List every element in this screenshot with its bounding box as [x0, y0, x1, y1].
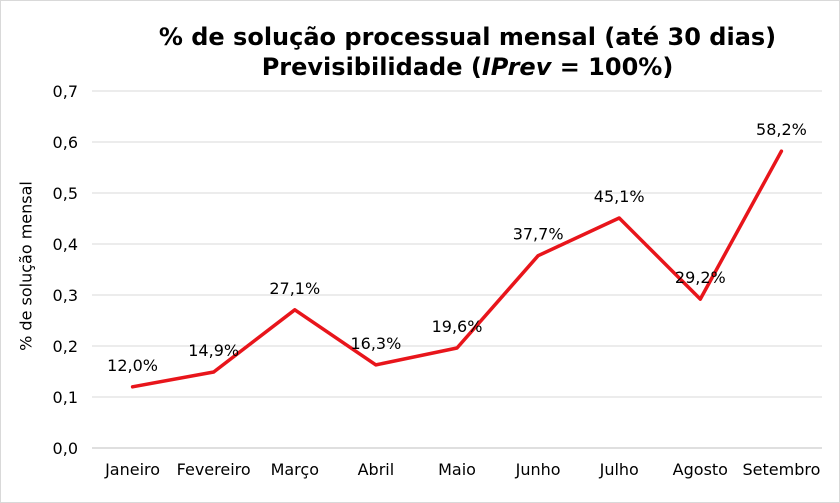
- data-point: [455, 346, 459, 350]
- data-point: [779, 149, 783, 153]
- y-tick-label: 0,3: [53, 286, 78, 305]
- x-tick-label: Março: [271, 460, 319, 479]
- y-tick-label: 0,5: [53, 184, 78, 203]
- x-tick-label: Fevereiro: [177, 460, 251, 479]
- data-label: 19,6%: [432, 317, 483, 336]
- data-label: 37,7%: [513, 225, 564, 244]
- title-line2-suffix: = 100%): [551, 53, 674, 81]
- y-tick-label: 0,6: [53, 133, 78, 152]
- x-tick-label: Janeiro: [104, 460, 160, 479]
- data-label: 58,2%: [756, 120, 807, 139]
- data-point: [617, 216, 621, 220]
- data-point: [293, 308, 297, 312]
- x-tick-label: Maio: [438, 460, 476, 479]
- chart-title-line1: % de solução processual mensal (até 30 d…: [158, 23, 777, 51]
- title-line2-prefix: Previsibilidade (: [261, 53, 482, 81]
- data-label: 16,3%: [350, 334, 401, 353]
- data-label: 12,0%: [107, 356, 158, 375]
- x-tick-label: Julho: [599, 460, 639, 479]
- x-tick-label: Abril: [358, 460, 395, 479]
- data-point: [212, 370, 216, 374]
- data-point: [698, 297, 702, 301]
- y-tick-label: 0,2: [53, 337, 78, 356]
- data-label: 27,1%: [269, 279, 320, 298]
- data-label: 14,9%: [188, 341, 239, 360]
- title-line2-italic: IPrev: [481, 53, 552, 81]
- data-point: [536, 254, 540, 258]
- y-tick-label: 0,4: [53, 235, 78, 254]
- data-point: [374, 363, 378, 367]
- x-tick-label: Agosto: [673, 460, 728, 479]
- y-tick-label: 0,7: [53, 82, 78, 101]
- data-label: 29,2%: [675, 268, 726, 287]
- data-point: [131, 385, 135, 389]
- y-tick-label: 0,1: [53, 388, 78, 407]
- chart-title-line2: Previsibilidade (IPrev = 100%): [95, 52, 840, 82]
- x-tick-label: Setembro: [743, 460, 821, 479]
- x-tick-label: Junho: [515, 460, 561, 479]
- y-tick-label: 0,0: [53, 439, 78, 458]
- data-label: 45,1%: [594, 187, 645, 206]
